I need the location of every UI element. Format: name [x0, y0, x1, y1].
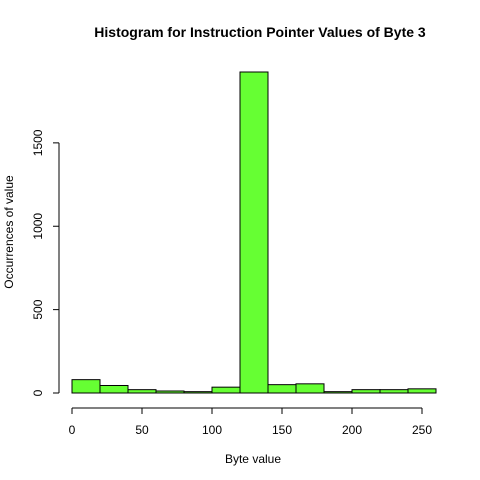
x-tick-label-5: 250: [412, 423, 432, 437]
histogram-bar-3: [155, 390, 185, 394]
x-tick-label-0: 0: [69, 423, 76, 437]
histogram-bar-1: [99, 384, 129, 394]
y-axis: 0 500 1000 1500: [31, 129, 60, 396]
histogram-bar-8: [295, 383, 325, 394]
y-tick-label-3: 1500: [31, 129, 45, 156]
y-tick-label-1: 500: [31, 299, 45, 319]
x-axis-label: Byte value: [225, 452, 281, 466]
histogram-bar-11: [379, 389, 409, 394]
histogram-bar-4: [183, 391, 213, 394]
x-axis: 0 50 100 150 200 250: [69, 407, 432, 437]
x-tick-label-3: 150: [272, 423, 292, 437]
histogram-bar-0: [71, 379, 101, 394]
histogram-bar-6: [239, 71, 269, 394]
histogram-bar-7: [267, 384, 297, 394]
y-tick-label-0: 0: [31, 389, 45, 396]
histogram-bar-12: [407, 388, 437, 394]
histogram-bar-10: [351, 389, 381, 394]
y-tick-label-2: 1000: [31, 213, 45, 240]
y-axis-label: Occurrences of value: [2, 175, 16, 289]
x-tick-label-2: 100: [202, 423, 222, 437]
x-tick-label-1: 50: [135, 423, 149, 437]
chart-title: Histogram for Instruction Pointer Values…: [94, 24, 426, 40]
x-tick-label-4: 200: [342, 423, 362, 437]
bars-group: [71, 71, 437, 394]
histogram-bar-5: [211, 386, 241, 394]
histogram-bar-2: [127, 389, 157, 394]
histogram-bar-9: [323, 391, 353, 394]
